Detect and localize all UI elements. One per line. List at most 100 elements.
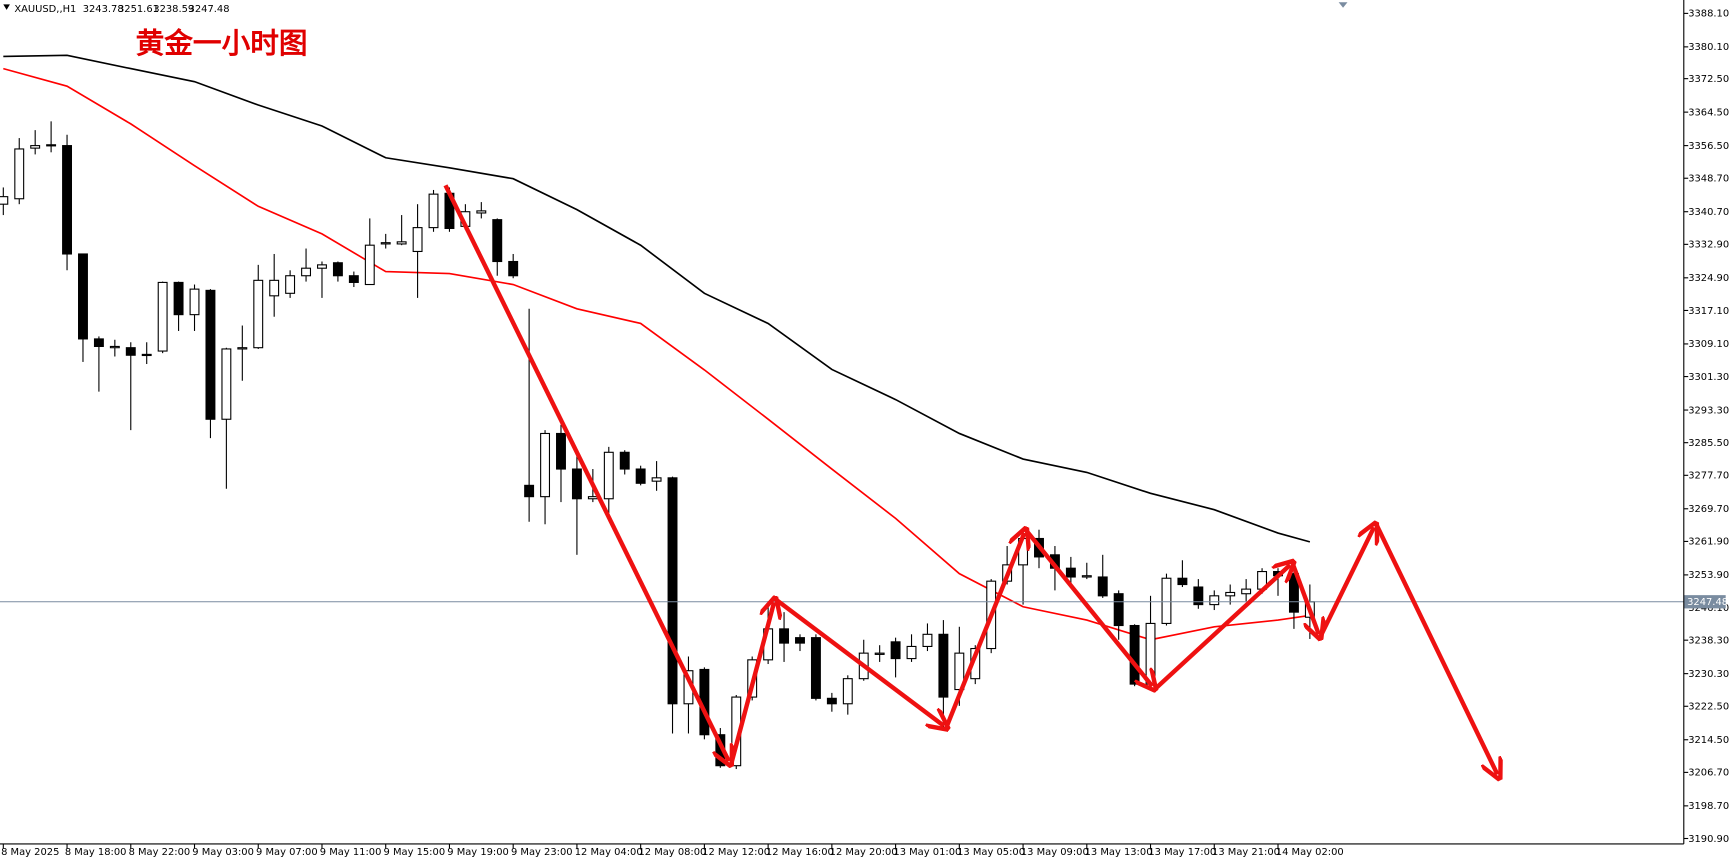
candle-body: [0, 196, 9, 205]
candle-body: [1193, 586, 1204, 606]
price-label: 3247.48: [1687, 597, 1728, 608]
candle-body: [651, 477, 662, 482]
x-tick-label: 12 May 12:00: [702, 847, 770, 858]
candle-body: [332, 262, 343, 277]
y-tick-label: 3309.10: [1688, 339, 1729, 350]
header-high: 3251.61: [118, 4, 159, 15]
arrow: [944, 533, 1024, 729]
candle-body: [556, 432, 566, 470]
trend-arrows: [443, 184, 1497, 774]
candle-body: [348, 275, 359, 283]
x-tick-label: 13 May 09:00: [1021, 847, 1089, 858]
candle-body: [1129, 624, 1140, 685]
x-tick-label: 12 May 20:00: [830, 847, 898, 858]
x-tick-label: 8 May 22:00: [129, 847, 191, 858]
arrow: [1023, 528, 1152, 687]
candle-body: [779, 628, 790, 644]
x-tick-label: 13 May 13:00: [1085, 847, 1153, 858]
candle-body: [157, 281, 168, 352]
candle-body: [205, 289, 216, 420]
y-tick-label: 3324.90: [1688, 273, 1729, 284]
y-tick-label: 3285.50: [1688, 438, 1729, 449]
candle-body: [189, 288, 200, 316]
y-tick-label: 3364.50: [1688, 107, 1729, 118]
candle-body: [571, 468, 582, 500]
y-tick-label: 3222.50: [1688, 702, 1729, 713]
candle-body: [619, 451, 630, 470]
symbol: XAUUSD,,H1: [14, 4, 76, 15]
y-tick-label: 3380.10: [1688, 42, 1729, 53]
arrow: [443, 184, 728, 761]
header-close: 3247.48: [189, 4, 230, 15]
candle-body: [78, 253, 88, 340]
y-tick-label: 3230.30: [1688, 669, 1729, 680]
candle-body: [826, 697, 837, 705]
y-tick-label: 3340.70: [1688, 207, 1729, 218]
candle-body: [253, 279, 264, 349]
candle-body: [890, 641, 901, 660]
candle-body: [667, 477, 678, 705]
candle-body: [938, 633, 949, 698]
arrow: [773, 597, 944, 726]
arrow: [1290, 561, 1318, 635]
candle-body: [396, 241, 407, 245]
x-tick-label: 9 May 19:00: [447, 847, 509, 858]
candle-body: [173, 281, 184, 316]
y-tick-label: 3190.90: [1688, 834, 1729, 845]
candle-body: [476, 210, 487, 214]
candle-body: [810, 637, 821, 699]
y-tick-label: 3253.90: [1688, 570, 1729, 581]
y-tick-label: 3332.90: [1688, 240, 1729, 251]
header-icon: [3, 4, 10, 10]
y-tick-label: 3348.70: [1688, 174, 1729, 185]
y-tick-label: 3277.70: [1688, 471, 1729, 482]
candle-body: [301, 267, 312, 277]
candle-body: [285, 275, 296, 294]
candle-body: [603, 451, 614, 500]
candle-body: [1097, 576, 1108, 597]
candle-body: [380, 242, 391, 245]
candle-body: [492, 219, 503, 263]
y-tick-label: 3198.70: [1688, 801, 1729, 812]
x-tick-label: 8 May 2025: [1, 847, 59, 858]
y-tick-label: 3206.70: [1688, 768, 1729, 779]
candle-body: [1177, 577, 1188, 586]
candle-body: [524, 484, 535, 498]
candle-body: [14, 148, 25, 200]
candle-body: [540, 432, 551, 498]
x-tick-label: 12 May 16:00: [766, 847, 834, 858]
candle-body: [1161, 577, 1172, 624]
y-tick-label: 3301.30: [1688, 372, 1729, 383]
candle-body: [269, 279, 280, 297]
candle-body: [1065, 567, 1076, 578]
arrow: [1153, 565, 1291, 692]
candle-body: [428, 193, 439, 229]
candle-body: [141, 353, 152, 357]
y-tick-label: 3261.90: [1688, 537, 1729, 548]
x-tick-label: 9 May 15:00: [384, 847, 446, 858]
candle-body: [874, 652, 885, 655]
candle-body: [221, 348, 232, 420]
x-tick-label: 8 May 18:00: [65, 847, 127, 858]
arrow: [1374, 523, 1497, 774]
x-tick-label: 9 May 03:00: [192, 847, 254, 858]
candle-body: [906, 645, 917, 660]
y-tick-label: 3388.10: [1688, 9, 1729, 20]
y-tick-label: 3214.50: [1688, 735, 1729, 746]
candle-body: [842, 678, 853, 705]
candle-body: [412, 227, 423, 253]
candle-body: [1113, 593, 1124, 627]
header: XAUUSD,,H1 3243.78 3251.61 3238.59 3247.…: [3, 4, 230, 15]
candle-body: [508, 260, 519, 277]
x-tick-label: 13 May 01:00: [893, 847, 961, 858]
moving-average: [3, 54, 1311, 543]
candle-body: [1209, 595, 1220, 606]
x-tick-label: 13 May 05:00: [957, 847, 1025, 858]
shift-marker: [1338, 2, 1348, 8]
x-tick-label: 9 May 23:00: [511, 847, 573, 858]
candle-body: [30, 145, 41, 149]
header-open: 3243.78: [83, 4, 124, 15]
